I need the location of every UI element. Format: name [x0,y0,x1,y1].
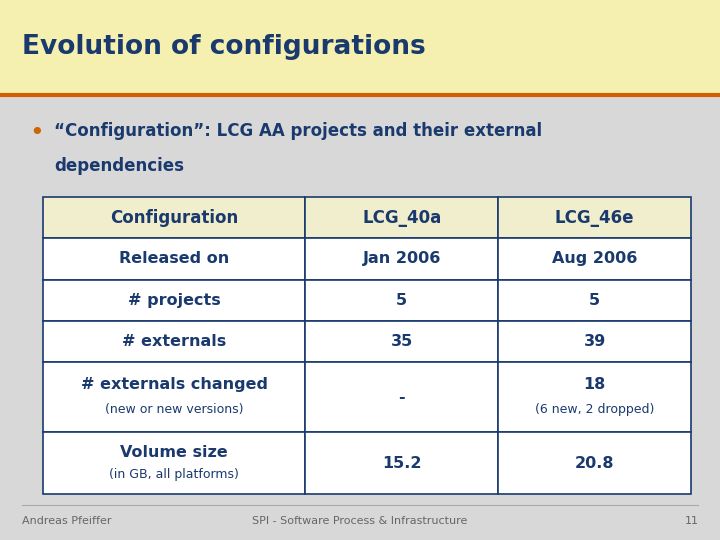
Text: Volume size: Volume size [120,444,228,460]
Text: Evolution of configurations: Evolution of configurations [22,34,426,60]
Bar [43,197,305,238]
Text: 18: 18 [584,377,606,392]
Bar [305,362,498,432]
Bar [305,280,498,321]
Text: 20.8: 20.8 [575,456,614,471]
Bar [0,0,720,94]
Text: 39: 39 [584,334,606,349]
Bar [498,321,691,362]
Text: •: • [29,122,43,145]
Text: Jan 2006: Jan 2006 [362,252,441,266]
Text: # projects: # projects [128,293,220,308]
Text: 5: 5 [396,293,408,308]
Bar [43,321,305,362]
Text: Configuration: Configuration [110,209,238,227]
Text: # externals changed: # externals changed [81,377,268,392]
Text: (in GB, all platforms): (in GB, all platforms) [109,468,239,481]
Bar [498,432,691,494]
Text: “Configuration”: LCG AA projects and their external: “Configuration”: LCG AA projects and the… [54,122,542,139]
Text: dependencies: dependencies [54,157,184,174]
Text: LCG_46e: LCG_46e [555,209,634,227]
Bar [305,321,498,362]
Bar [305,197,498,238]
Text: -: - [398,390,405,404]
Bar [305,432,498,494]
Text: # externals: # externals [122,334,226,349]
Text: 11: 11 [685,516,698,526]
Text: Aug 2006: Aug 2006 [552,252,637,266]
Bar [43,238,305,280]
Text: LCG_40a: LCG_40a [362,209,441,227]
Text: 5: 5 [589,293,600,308]
Text: (6 new, 2 dropped): (6 new, 2 dropped) [535,403,654,416]
Bar [498,238,691,280]
Bar [498,197,691,238]
Bar [43,362,305,432]
Bar [43,432,305,494]
Text: (new or new versions): (new or new versions) [105,403,243,416]
Bar [305,238,498,280]
Bar [43,280,305,321]
Text: 35: 35 [390,334,413,349]
Text: Andreas Pfeiffer: Andreas Pfeiffer [22,516,111,526]
Text: SPI - Software Process & Infrastructure: SPI - Software Process & Infrastructure [252,516,468,526]
Text: 15.2: 15.2 [382,456,421,471]
Bar [498,280,691,321]
Bar [498,362,691,432]
Text: Released on: Released on [119,252,229,266]
